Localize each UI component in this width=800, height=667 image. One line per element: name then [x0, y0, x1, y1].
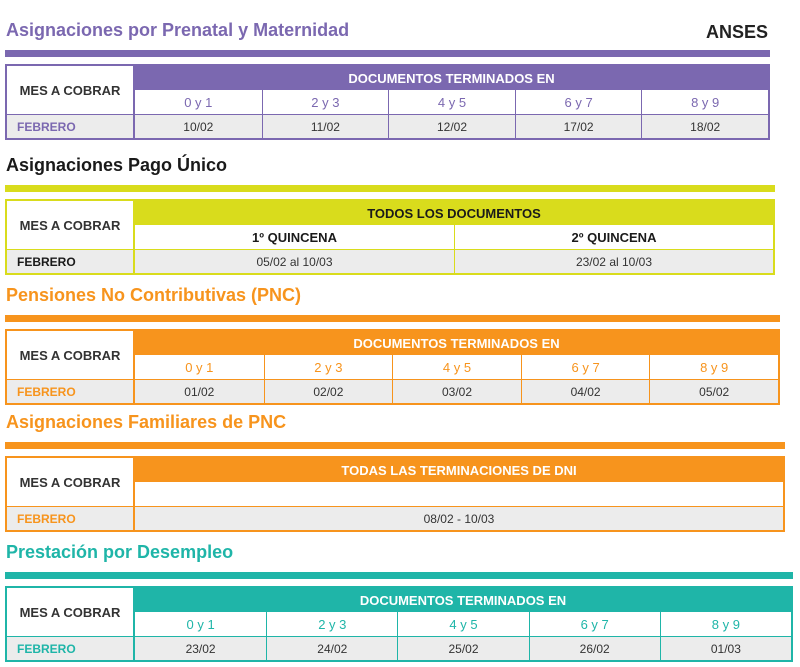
month: FEBRERO [7, 249, 135, 273]
column-header: 6 y 7 [528, 612, 660, 636]
column-header: 6 y 7 [514, 90, 642, 114]
corner-header: MES A COBRAR [7, 458, 135, 506]
section-rule [5, 50, 770, 57]
month: FEBRERO [7, 506, 135, 530]
date-value: 04/02 [520, 379, 650, 403]
date-value: 25/02 [397, 636, 529, 660]
column-header: 6 y 7 [520, 355, 650, 379]
date-value: 26/02 [528, 636, 660, 660]
corner-header: MES A COBRAR [7, 588, 135, 636]
corner-header: MES A COBRAR [7, 201, 135, 249]
column-header: 4 y 5 [392, 355, 521, 379]
column-header: 0 y 1 [186, 616, 215, 632]
column-header: 1º QUINCENA [252, 229, 337, 245]
date-value: 05/02 [649, 379, 778, 403]
section-rule [5, 442, 785, 449]
group-header: DOCUMENTOS TERMINADOS EN [135, 66, 768, 90]
date-value: 18/02 [641, 114, 768, 138]
table: MES A COBRAR FEBRERO TODAS LAS TERMINACION… [5, 456, 785, 532]
date-value: 05/02 al 10/03 [135, 249, 454, 273]
section-title: Pensiones No Contributivas (PNC) [6, 285, 302, 305]
date-value: 10/02 [135, 114, 262, 138]
date-value: 12/02 [388, 114, 515, 138]
section-title: Asignaciones Familiares de PNC [6, 412, 287, 432]
section-rule [5, 315, 780, 322]
date-value: 11/02 [261, 114, 389, 138]
group-header: DOCUMENTOS TERMINADOS EN [135, 588, 791, 612]
column-header: 0 y 1 [185, 359, 214, 375]
section-title: Asignaciones por Prenatal y Maternidad [6, 20, 350, 40]
group-header: TODOS LOS DOCUMENTOS [135, 201, 773, 225]
date-value: 01/02 [135, 379, 264, 403]
table: MES A COBRAR FEBRERO DOCUMENTOS TERMINADOS… [5, 64, 770, 140]
column-header: 8 y 9 [641, 90, 768, 114]
group-header: DOCUMENTOS TERMINADOS EN [135, 331, 778, 355]
date-value: 08/02 - 10/03 [135, 506, 783, 530]
section-title: Prestación por Desempleo [6, 542, 234, 562]
month: FEBRERO [7, 379, 135, 403]
table: MES A COBRAR FEBRERO TODOS LOS DOCUMENTOS 1… [5, 199, 775, 275]
month: FEBRERO [7, 114, 135, 138]
group-header: TODAS LAS TERMINACIONES DE DNI [135, 458, 783, 482]
corner-header: MES A COBRAR [7, 331, 135, 379]
date-value: 17/02 [514, 114, 642, 138]
column-header: 2 y 3 [266, 612, 397, 636]
column-header: 2º QUINCENA [454, 225, 773, 249]
date-value: 23/02 [135, 636, 267, 660]
table: MES A COBRAR FEBRERO DOCUMENTOS TERMINADOS… [5, 329, 780, 405]
date-value: 02/02 [263, 379, 393, 403]
table: MES A COBRAR FEBRERO DOCUMENTOS TERMINADOS… [5, 586, 793, 662]
date-value: 23/02 al 10/03 [454, 249, 773, 273]
date-value: 03/02 [392, 379, 521, 403]
column-header: 2 y 3 [261, 90, 389, 114]
date-value: 01/03 [659, 636, 791, 660]
date-value: 24/02 [266, 636, 398, 660]
section-rule [5, 185, 775, 192]
column-header: 0 y 1 [184, 94, 213, 110]
brand: ANSES [705, 22, 768, 42]
column-header: 8 y 9 [659, 612, 791, 636]
corner-header: MES A COBRAR [7, 66, 135, 114]
column-header: 8 y 9 [649, 355, 778, 379]
section-rule [5, 572, 793, 579]
column-header: 4 y 5 [388, 90, 515, 114]
section-title: Asignaciones Pago Único [6, 155, 228, 175]
column-header: 2 y 3 [263, 355, 393, 379]
column-header: 4 y 5 [397, 612, 528, 636]
month: FEBRERO [7, 636, 135, 660]
